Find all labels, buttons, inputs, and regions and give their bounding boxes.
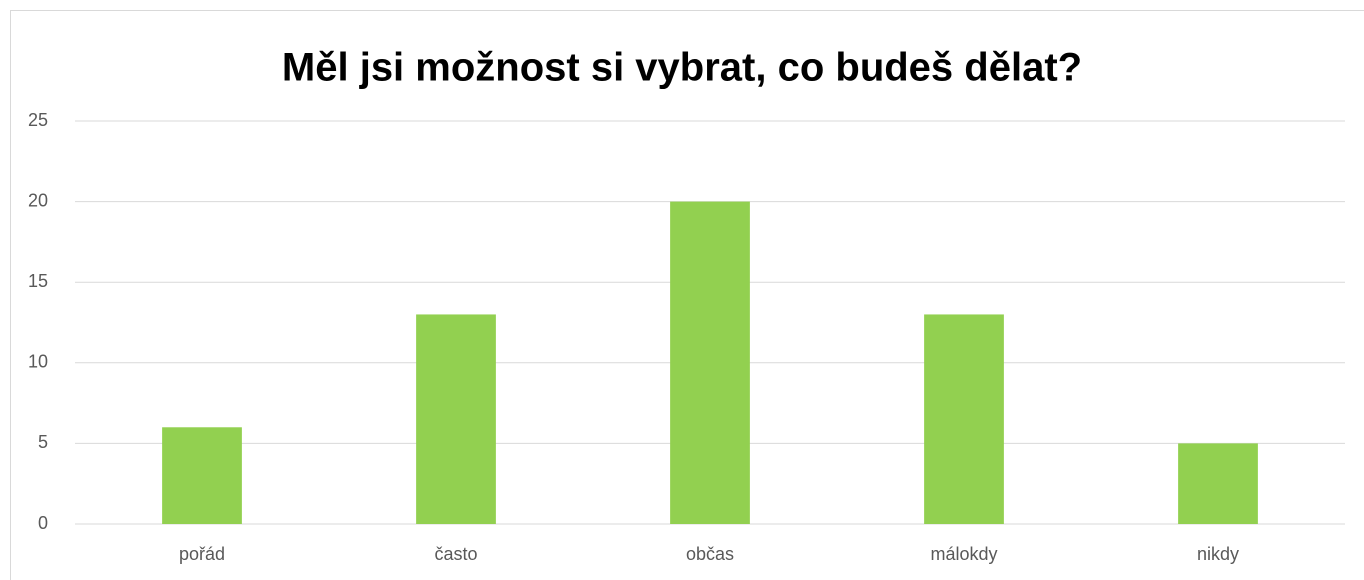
x-tick-label: nikdy: [1197, 544, 1239, 564]
bar: [924, 314, 1004, 524]
bar: [416, 314, 496, 524]
y-tick-label: 15: [28, 271, 48, 291]
bar: [1178, 443, 1258, 524]
bar: [162, 427, 242, 524]
bar: [670, 201, 750, 524]
y-tick-label: 10: [28, 352, 48, 372]
y-tick-label: 5: [38, 432, 48, 452]
chart-title: Měl jsi možnost si vybrat, co budeš děla…: [282, 46, 1082, 90]
x-tick-label: málokdy: [930, 544, 997, 564]
x-tick-label: často: [434, 544, 477, 564]
x-tick-label: občas: [686, 544, 734, 564]
y-tick-label: 25: [28, 110, 48, 130]
y-tick-label: 20: [28, 190, 48, 210]
x-tick-label: pořád: [179, 544, 225, 564]
y-tick-label: 0: [38, 513, 48, 533]
